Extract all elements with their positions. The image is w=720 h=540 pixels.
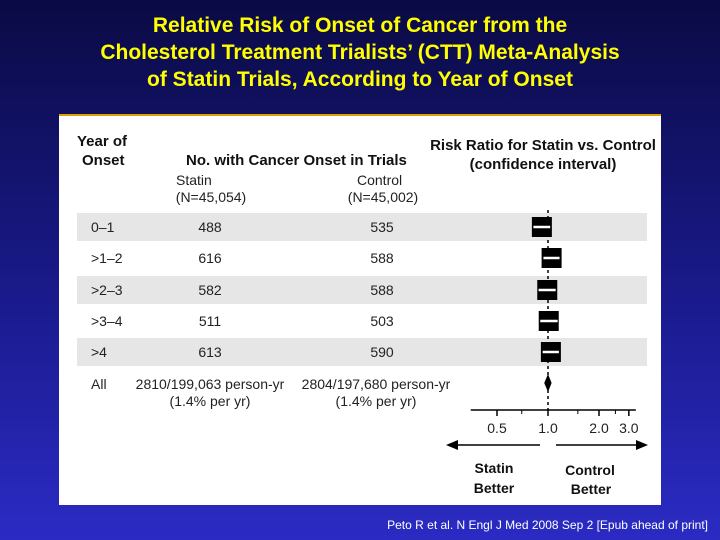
control-better-label-1: Control — [565, 462, 615, 478]
header-risk-ratio: Risk Ratio for Statin vs. Control (confi… — [430, 136, 656, 174]
row-year: >4 — [91, 344, 107, 360]
header-year: Year of Onset — [77, 132, 127, 170]
control-better-label-2: Better — [571, 481, 612, 497]
statin-better-label-2: Better — [474, 480, 515, 496]
all-statin-rate: (1.4% per yr) — [169, 393, 251, 409]
row-statin: 616 — [198, 250, 222, 266]
panel-top-border — [59, 114, 661, 116]
left-arrow-head — [446, 440, 458, 450]
title-line-1: Relative Risk of Onset of Cancer from th… — [152, 14, 568, 37]
chart-panel — [59, 114, 661, 505]
citation: Peto R et al. N Engl J Med 2008 Sep 2 [E… — [387, 518, 708, 532]
header-cancer-onset: No. with Cancer Onset in Trials — [186, 152, 407, 169]
statin-column-header: Statin (N=45,054) — [172, 172, 250, 206]
row-control: 590 — [370, 344, 394, 360]
all-control-count: 2804/197,680 person-yr — [301, 376, 451, 392]
row-statin: 613 — [198, 344, 222, 360]
row-year: >1–2 — [91, 250, 123, 266]
row-year: >2–3 — [91, 282, 123, 298]
statin-label: Statin — [176, 172, 212, 188]
row-control: 535 — [370, 219, 394, 235]
header-risk-line-2: (confidence interval) — [469, 156, 617, 173]
row-band — [77, 213, 647, 241]
all-statin-count: 2810/199,063 person-yr — [135, 376, 285, 392]
all-year: All — [91, 376, 107, 392]
summary-diamond — [544, 374, 552, 392]
row-statin: 582 — [198, 282, 222, 298]
right-arrow-head — [636, 440, 648, 450]
title-line-2: Cholesterol Treatment Trialists’ (CTT) M… — [100, 41, 620, 64]
all-control-rate: (1.4% per yr) — [335, 393, 417, 409]
all-statin: 2810/199,063 person-yr (1.4% per yr) — [122, 376, 298, 410]
x-tick-label: 3.0 — [619, 420, 639, 436]
row-year: >3–4 — [91, 313, 123, 329]
slide-title: Relative Risk of Onset of Cancer from th… — [0, 12, 720, 93]
row-statin: 488 — [198, 219, 222, 235]
row-control: 503 — [370, 313, 394, 329]
header-year-line-2: Onset — [82, 152, 125, 169]
control-label: Control — [357, 172, 403, 188]
row-year: 0–1 — [91, 219, 115, 235]
x-tick-label: 1.0 — [538, 420, 558, 436]
title-line-3: of Statin Trials, According to Year of O… — [147, 68, 573, 91]
header-year-line-1: Year of — [77, 133, 128, 150]
all-control: 2804/197,680 person-yr (1.4% per yr) — [288, 376, 464, 410]
control-n: (N=45,002) — [347, 189, 419, 205]
row-statin: 511 — [198, 313, 222, 329]
row-control: 588 — [370, 250, 394, 266]
header-risk-line-1: Risk Ratio for Statin vs. Control — [430, 137, 656, 154]
control-column-header: Control (N=45,002) — [343, 172, 423, 206]
statin-n: (N=45,054) — [175, 189, 247, 205]
row-control: 588 — [370, 282, 394, 298]
x-tick-label: 2.0 — [589, 420, 609, 436]
x-tick-label: 0.5 — [487, 420, 507, 436]
statin-better-label-1: Statin — [475, 460, 514, 476]
